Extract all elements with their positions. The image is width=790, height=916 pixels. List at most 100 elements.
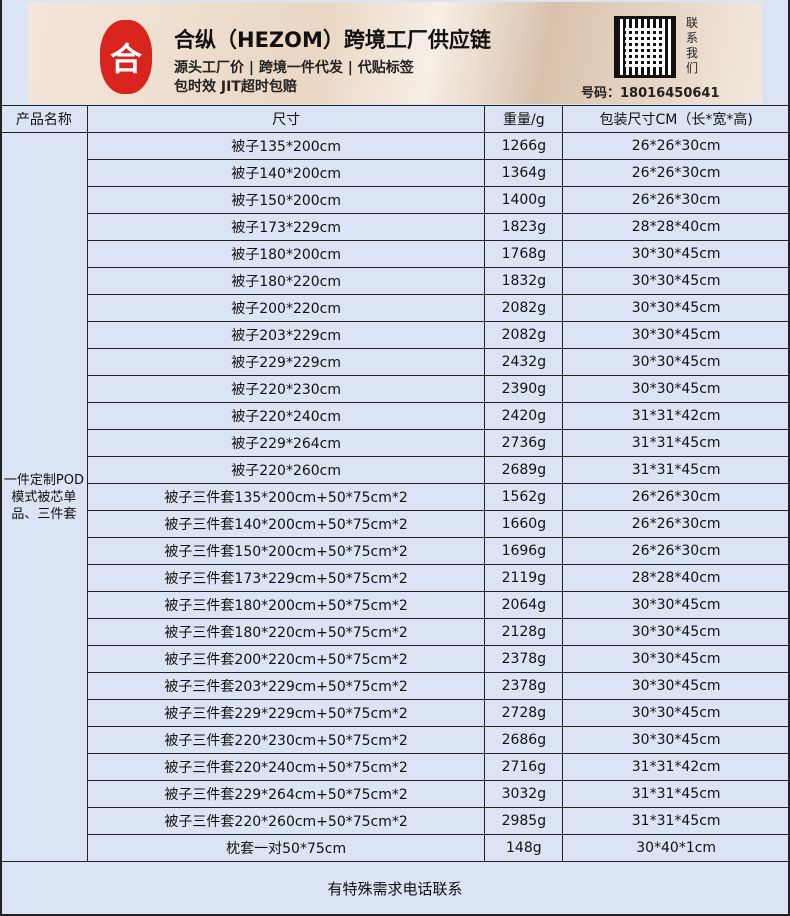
weight-cell: 1768g <box>484 240 564 268</box>
weight-cell: 2728g <box>484 699 564 727</box>
size-cell: 被子135*200cm <box>86 132 486 160</box>
banner-tagline: 源头工厂价 | 跨境一件代发 | 代贴标签 <box>174 60 414 76</box>
weight-cell: 1400g <box>484 186 564 214</box>
weight-cell: 2064g <box>484 591 564 619</box>
banner: 合 合纵（HEZOM）跨境工厂供应链 源头工厂价 | 跨境一件代发 | 代贴标签… <box>28 2 762 104</box>
package-size-cell: 30*30*45cm <box>562 672 790 700</box>
package-size-cell: 30*30*45cm <box>562 294 790 322</box>
banner-tagline-2: 包时效 JIT超时包赔 <box>174 79 297 95</box>
phone-number: 号码：18016450641 <box>581 86 720 101</box>
package-size-cell: 30*40*1cm <box>562 834 790 862</box>
table-row: 被子三件套220*240cm+50*75cm*2 2716g 31*31*42cm <box>1 753 790 781</box>
size-cell: 被子三件套203*229cm+50*75cm*2 <box>86 672 486 700</box>
table-row: 被子220*240cm 2420g 31*31*42cm <box>1 402 790 430</box>
package-size-cell: 30*30*45cm <box>562 267 790 295</box>
weight-cell: 2716g <box>484 753 564 781</box>
package-size-cell: 26*26*30cm <box>562 537 790 565</box>
package-size-cell: 30*30*45cm <box>562 645 790 673</box>
weight-cell: 2686g <box>484 726 564 754</box>
banner-title: 合纵（HEZOM）跨境工厂供应链 <box>174 28 491 52</box>
table-row: 被子三件套180*200cm+50*75cm*2 2064g 30*30*45cm <box>1 591 790 619</box>
size-cell: 被子三件套180*200cm+50*75cm*2 <box>86 591 486 619</box>
weight-cell: 2985g <box>484 807 564 835</box>
size-cell: 被子150*200cm <box>86 186 486 214</box>
table-row: 被子220*230cm 2390g 30*30*45cm <box>1 375 790 403</box>
size-cell: 被子三件套229*229cm+50*75cm*2 <box>86 699 486 727</box>
table-row: 被子三件套220*260cm+50*75cm*2 2985g 31*31*45cm <box>1 807 790 835</box>
size-cell: 被子229*229cm <box>86 348 486 376</box>
table-row: 被子三件套203*229cm+50*75cm*2 2378g 30*30*45cm <box>1 672 790 700</box>
weight-cell: 2420g <box>484 402 564 430</box>
table-row: 被子三件套229*264cm+50*75cm*2 3032g 31*31*45cm <box>1 780 790 808</box>
table-row: 被子173*229cm 1823g 28*28*40cm <box>1 213 790 241</box>
package-size-cell: 30*30*45cm <box>562 726 790 754</box>
contact-label: 联系我们 <box>686 16 699 75</box>
size-cell: 被子220*230cm <box>86 375 486 403</box>
package-size-cell: 31*31*45cm <box>562 807 790 835</box>
package-size-cell: 28*28*40cm <box>562 564 790 592</box>
weight-cell: 2082g <box>484 294 564 322</box>
weight-cell: 1832g <box>484 267 564 295</box>
table-row: 被子180*220cm 1832g 30*30*45cm <box>1 267 790 295</box>
size-cell: 被子三件套135*200cm+50*75cm*2 <box>86 483 486 511</box>
weight-cell: 2378g <box>484 672 564 700</box>
weight-cell: 2128g <box>484 618 564 646</box>
table-row: 被子三件套220*230cm+50*75cm*2 2686g 30*30*45cm <box>1 726 790 754</box>
table-row: 被子220*260cm 2689g 31*31*45cm <box>1 456 790 484</box>
size-cell: 被子三件套220*230cm+50*75cm*2 <box>86 726 486 754</box>
table-row: 被子203*229cm 2082g 30*30*45cm <box>1 321 790 349</box>
weight-cell: 2432g <box>484 348 564 376</box>
package-size-cell: 30*30*45cm <box>562 240 790 268</box>
package-size-cell: 30*30*45cm <box>562 321 790 349</box>
package-size-cell: 30*30*45cm <box>562 618 790 646</box>
size-cell: 被子三件套140*200cm+50*75cm*2 <box>86 510 486 538</box>
product-name-cell: 一件定制POD模式被芯单品、三件套 <box>0 132 88 862</box>
hezom-logo: 合 <box>100 20 152 94</box>
package-size-cell: 28*28*40cm <box>562 213 790 241</box>
size-cell: 被子220*240cm <box>86 402 486 430</box>
header-package-size: 包装尺寸CM（长*宽*高) <box>562 105 790 133</box>
weight-cell: 2119g <box>484 564 564 592</box>
size-cell: 被子三件套229*264cm+50*75cm*2 <box>86 780 486 808</box>
package-size-cell: 30*30*45cm <box>562 591 790 619</box>
weight-cell: 1266g <box>484 132 564 160</box>
weight-cell: 2689g <box>484 456 564 484</box>
qr-code-icon <box>614 16 676 78</box>
header-size: 尺寸 <box>86 105 486 133</box>
package-size-cell: 30*30*45cm <box>562 699 790 727</box>
table-row: 被子140*200cm 1364g 26*26*30cm <box>1 159 790 187</box>
table-row: 被子180*200cm 1768g 30*30*45cm <box>1 240 790 268</box>
header-product-name: 产品名称 <box>0 105 88 133</box>
size-cell: 被子三件套180*220cm+50*75cm*2 <box>86 618 486 646</box>
weight-cell: 2378g <box>484 645 564 673</box>
weight-cell: 1562g <box>484 483 564 511</box>
header-weight: 重量/g <box>484 105 564 133</box>
size-cell: 枕套一对50*75cm <box>86 834 486 862</box>
table-row: 被子三件套229*229cm+50*75cm*2 2728g 30*30*45cm <box>1 699 790 727</box>
package-size-cell: 31*31*45cm <box>562 456 790 484</box>
weight-cell: 2390g <box>484 375 564 403</box>
weight-cell: 1660g <box>484 510 564 538</box>
package-size-cell: 26*26*30cm <box>562 510 790 538</box>
table-row: 被子229*229cm 2432g 30*30*45cm <box>1 348 790 376</box>
weight-cell: 2082g <box>484 321 564 349</box>
footer-note: 有特殊需求电话联系 <box>327 880 463 898</box>
package-size-cell: 26*26*30cm <box>562 186 790 214</box>
table-row: 被子200*220cm 2082g 30*30*45cm <box>1 294 790 322</box>
size-cell: 被子三件套173*229cm+50*75cm*2 <box>86 564 486 592</box>
size-cell: 被子180*200cm <box>86 240 486 268</box>
size-cell: 被子三件套220*260cm+50*75cm*2 <box>86 807 486 835</box>
table-row: 被子三件套135*200cm+50*75cm*2 1562g 26*26*30cm <box>1 483 790 511</box>
table-row: 一件定制POD模式被芯单品、三件套 被子135*200cm 1266g 26*26*3… <box>0 132 790 862</box>
size-cell: 被子三件套150*200cm+50*75cm*2 <box>86 537 486 565</box>
table-row: 被子229*264cm 2736g 31*31*45cm <box>1 429 790 457</box>
table-row: 被子三件套180*220cm+50*75cm*2 2128g 30*30*45cm <box>1 618 790 646</box>
size-cell: 被子180*220cm <box>86 267 486 295</box>
package-size-cell: 26*26*30cm <box>562 159 790 187</box>
weight-cell: 1696g <box>484 537 564 565</box>
table-row: 被子150*200cm 1400g 26*26*30cm <box>1 186 790 214</box>
weight-cell: 1823g <box>484 213 564 241</box>
weight-cell: 2736g <box>484 429 564 457</box>
size-cell: 被子三件套200*220cm+50*75cm*2 <box>86 645 486 673</box>
size-cell: 被子229*264cm <box>86 429 486 457</box>
